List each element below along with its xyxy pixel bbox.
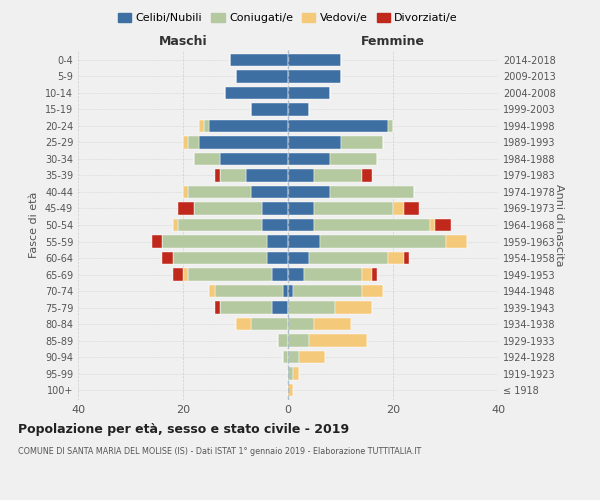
Bar [361, 268, 372, 280]
Bar [272, 302, 288, 314]
Bar [288, 86, 330, 99]
Bar [320, 236, 445, 248]
Bar [215, 170, 220, 181]
Y-axis label: Anni di nascita: Anni di nascita [554, 184, 564, 266]
Bar [235, 318, 251, 330]
Y-axis label: Fasce di età: Fasce di età [29, 192, 39, 258]
Bar [309, 334, 367, 347]
Bar [388, 252, 404, 264]
Bar [173, 219, 178, 231]
Bar [304, 268, 361, 280]
Bar [314, 202, 393, 214]
Bar [288, 318, 314, 330]
Bar [220, 302, 272, 314]
Bar [183, 268, 188, 280]
Bar [162, 252, 173, 264]
Bar [162, 236, 267, 248]
Bar [335, 302, 372, 314]
Bar [183, 186, 188, 198]
Bar [283, 351, 288, 364]
Bar [288, 368, 293, 380]
Bar [288, 384, 293, 396]
Bar [361, 170, 372, 181]
Bar [188, 268, 272, 280]
Bar [314, 219, 430, 231]
Bar [178, 202, 193, 214]
Bar [267, 252, 288, 264]
Bar [178, 219, 262, 231]
Bar [151, 236, 162, 248]
Bar [445, 236, 467, 248]
Bar [341, 136, 383, 148]
Bar [288, 268, 304, 280]
Bar [251, 318, 288, 330]
Bar [183, 136, 188, 148]
Bar [372, 268, 377, 280]
Text: Maschi: Maschi [158, 36, 208, 49]
Bar [188, 136, 199, 148]
Bar [173, 252, 267, 264]
Bar [314, 170, 361, 181]
Bar [288, 170, 314, 181]
Bar [314, 318, 351, 330]
Bar [293, 368, 299, 380]
Bar [430, 219, 435, 231]
Bar [251, 186, 288, 198]
Bar [173, 268, 183, 280]
Bar [288, 302, 335, 314]
Bar [215, 302, 220, 314]
Bar [188, 186, 251, 198]
Bar [404, 252, 409, 264]
Bar [251, 103, 288, 116]
Bar [293, 285, 361, 297]
Bar [330, 186, 414, 198]
Bar [288, 236, 320, 248]
Bar [215, 285, 283, 297]
Bar [262, 219, 288, 231]
Bar [288, 252, 309, 264]
Bar [288, 186, 330, 198]
Bar [288, 120, 388, 132]
Bar [209, 120, 288, 132]
Bar [288, 202, 314, 214]
Bar [288, 70, 341, 82]
Bar [288, 351, 299, 364]
Bar [230, 54, 288, 66]
Text: Femmine: Femmine [361, 36, 425, 49]
Text: COMUNE DI SANTA MARIA DEL MOLISE (IS) - Dati ISTAT 1° gennaio 2019 - Elaborazion: COMUNE DI SANTA MARIA DEL MOLISE (IS) - … [18, 448, 421, 456]
Legend: Celibi/Nubili, Coniugati/e, Vedovi/e, Divorziati/e: Celibi/Nubili, Coniugati/e, Vedovi/e, Di… [113, 8, 463, 28]
Bar [288, 54, 341, 66]
Bar [330, 153, 377, 165]
Bar [283, 285, 288, 297]
Bar [199, 136, 288, 148]
Bar [404, 202, 419, 214]
Bar [267, 236, 288, 248]
Bar [204, 120, 209, 132]
Bar [193, 202, 262, 214]
Bar [193, 153, 220, 165]
Bar [277, 334, 288, 347]
Bar [220, 170, 246, 181]
Bar [288, 153, 330, 165]
Bar [209, 285, 215, 297]
Bar [361, 285, 383, 297]
Bar [288, 334, 309, 347]
Bar [393, 202, 404, 214]
Bar [288, 219, 314, 231]
Bar [309, 252, 388, 264]
Bar [262, 202, 288, 214]
Bar [225, 86, 288, 99]
Text: Popolazione per età, sesso e stato civile - 2019: Popolazione per età, sesso e stato civil… [18, 422, 349, 436]
Bar [288, 136, 341, 148]
Bar [220, 153, 288, 165]
Bar [288, 103, 309, 116]
Bar [235, 70, 288, 82]
Bar [288, 285, 293, 297]
Bar [272, 268, 288, 280]
Bar [246, 170, 288, 181]
Bar [199, 120, 204, 132]
Bar [299, 351, 325, 364]
Bar [435, 219, 451, 231]
Bar [388, 120, 393, 132]
